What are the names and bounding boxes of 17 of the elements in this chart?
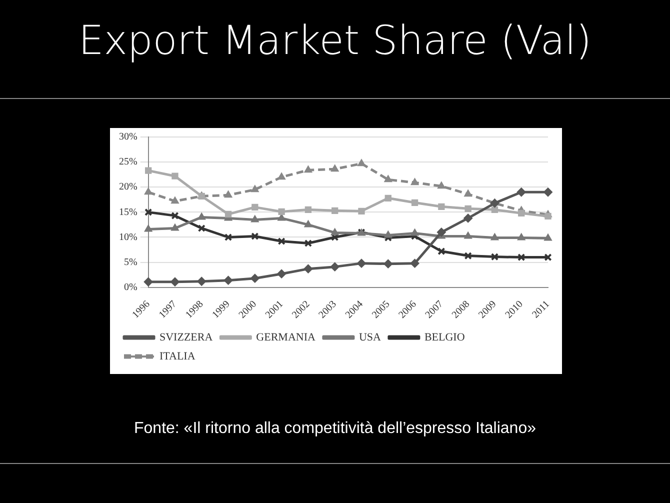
x-tick-label: 1999 [210, 298, 232, 321]
legend-label: BELGIO [424, 331, 465, 344]
x-tick-label: 2011 [530, 298, 552, 320]
y-tick-label: 10% [118, 232, 138, 243]
legend-label: USA [358, 331, 381, 344]
y-tick-label: 30% [118, 132, 138, 143]
y-tick-label: 20% [118, 182, 138, 193]
y-tick-label: 15% [118, 206, 138, 218]
legend-label: ITALIA [160, 350, 196, 362]
legend-label: GERMANIA [256, 331, 316, 344]
legend-label: SVIZZERA [160, 331, 213, 344]
chart-title: Export Market Share (Val) [77, 18, 593, 64]
y-tick-label: 5% [124, 256, 138, 268]
y-tick-label: 0% [124, 282, 138, 293]
source-note: Fonte: «Il ritorno alla competitività dell’espresso Italiano» [133, 420, 537, 438]
x-tick-label: 1998 [184, 298, 206, 321]
y-tick-label: 25% [118, 156, 138, 168]
